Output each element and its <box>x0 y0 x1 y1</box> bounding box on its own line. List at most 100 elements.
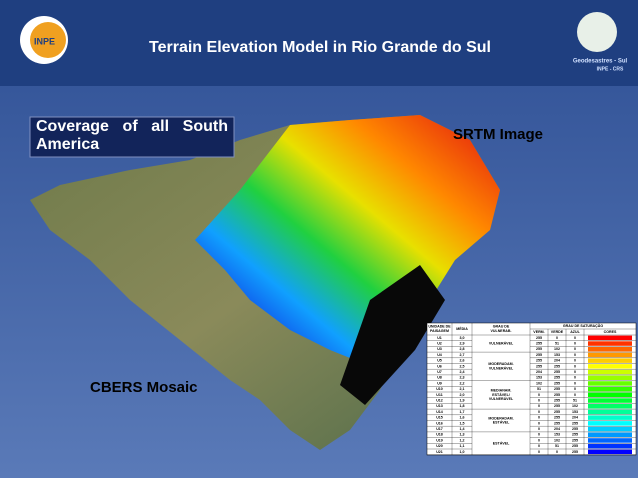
blue-cell: 0 <box>574 347 576 351</box>
green-cell: 204 <box>554 427 560 431</box>
color-swatch <box>588 409 632 415</box>
blue-cell: 255 <box>572 450 578 454</box>
red-cell: 204 <box>536 370 542 374</box>
red-cell: 0 <box>538 450 540 454</box>
logo-right <box>577 12 617 52</box>
media-cell: 1,2 <box>460 438 465 442</box>
green-cell: 102 <box>554 438 560 442</box>
green-cell: 255 <box>554 381 560 385</box>
green-cell: 204 <box>554 359 560 363</box>
green-cell: 255 <box>554 370 560 374</box>
unit-cell: U8 <box>437 376 442 380</box>
color-swatch <box>588 341 632 346</box>
logo-right-text: Geodesastres - Sul <box>573 59 628 65</box>
red-cell: 0 <box>538 433 540 437</box>
unit-cell: U3 <box>437 347 442 351</box>
blue-cell: 255 <box>572 427 578 431</box>
unit-cell: U14 <box>436 410 443 414</box>
unit-cell: U6 <box>437 364 442 368</box>
color-swatch <box>588 449 632 455</box>
header: VERDE <box>551 330 564 334</box>
green-cell: 255 <box>554 364 560 368</box>
green-cell: 0 <box>556 336 558 340</box>
unit-cell: U11 <box>436 393 442 397</box>
header: VERM. <box>533 330 544 334</box>
vulnerability-cell: VULNERÁVEL <box>489 365 514 370</box>
blue-cell: 0 <box>574 342 576 346</box>
unit-cell: U15 <box>436 416 443 420</box>
header: VULNERAB. <box>491 329 512 333</box>
media-cell: 3,0 <box>460 336 465 340</box>
unit-cell: U5 <box>437 359 442 363</box>
color-swatch <box>588 426 632 432</box>
title: Terrain Elevation Model in Rio Grande do… <box>149 39 491 56</box>
red-cell: 153 <box>536 376 542 380</box>
media-cell: 2,9 <box>460 342 465 346</box>
logo-ring <box>30 22 66 58</box>
green-cell: 102 <box>554 347 560 351</box>
red-cell: 255 <box>536 342 542 346</box>
green-cell: 255 <box>554 376 560 380</box>
red-cell: 255 <box>536 353 542 357</box>
red-cell: 0 <box>538 427 540 431</box>
unit-cell: U10 <box>436 387 443 391</box>
red-cell: 0 <box>538 404 540 408</box>
header: GRAU DE SATURAÇÃO <box>563 323 603 328</box>
green-cell: 255 <box>554 399 560 403</box>
green-cell: 153 <box>554 433 560 437</box>
color-swatch <box>588 398 632 403</box>
blue-cell: 153 <box>572 410 578 414</box>
vulnerability-cell: ESTÁVEL <box>493 440 510 445</box>
vulnerability-cell: MODERADAM. <box>488 362 513 366</box>
unit-cell: U16 <box>436 421 443 425</box>
media-cell: 1,9 <box>460 399 465 403</box>
color-swatch <box>588 347 632 352</box>
media-cell: 1,0 <box>460 450 465 454</box>
srtm-label: SRTM Image <box>453 126 543 143</box>
media-cell: 1,3 <box>460 433 465 437</box>
unit-cell: U19 <box>436 438 443 442</box>
unit-cell: U21 <box>436 450 443 454</box>
coverage-label: Coverage of all South America <box>36 118 228 153</box>
blue-cell: 0 <box>574 364 576 368</box>
logo-left: INPE <box>34 36 55 46</box>
green-cell: 51 <box>555 444 559 448</box>
color-swatch <box>588 392 632 398</box>
blue-cell: 51 <box>573 399 577 403</box>
header: MÉDIA <box>456 326 468 331</box>
color-swatch <box>588 381 632 386</box>
color-swatch <box>588 404 632 409</box>
green-cell: 0 <box>556 450 558 454</box>
blue-cell: 0 <box>574 336 576 340</box>
blue-cell: 204 <box>572 416 578 420</box>
color-swatch <box>588 352 632 358</box>
red-cell: 102 <box>536 381 542 385</box>
unit-cell: U2 <box>437 342 442 346</box>
green-cell: 255 <box>554 387 560 391</box>
coverage-wrap: Coverage of all South America <box>36 118 228 153</box>
header: CORES <box>604 330 617 334</box>
color-swatch <box>588 432 632 437</box>
vulnerability-cell: ESTÁVEL/ <box>492 392 510 397</box>
blue-cell: 255 <box>572 444 578 448</box>
blue-cell: 0 <box>574 376 576 380</box>
media-cell: 2,2 <box>460 381 465 385</box>
blue-cell: 0 <box>574 393 576 397</box>
red-cell: 0 <box>538 393 540 397</box>
header: PAISAGEM <box>430 329 449 333</box>
media-cell: 1,4 <box>460 427 465 431</box>
media-cell: 2,6 <box>460 359 465 363</box>
unit-cell: U9 <box>437 381 442 385</box>
unit-cell: U1 <box>437 336 442 340</box>
media-cell: 2,1 <box>460 387 465 391</box>
red-cell: 255 <box>536 336 542 340</box>
media-cell: 2,0 <box>460 393 465 397</box>
color-swatch <box>588 386 632 392</box>
red-cell: 255 <box>536 364 542 368</box>
color-swatch <box>588 375 632 380</box>
media-cell: 2,4 <box>460 370 465 374</box>
unit-cell: U20 <box>436 444 443 448</box>
header: UNIDADE DE <box>428 324 451 328</box>
